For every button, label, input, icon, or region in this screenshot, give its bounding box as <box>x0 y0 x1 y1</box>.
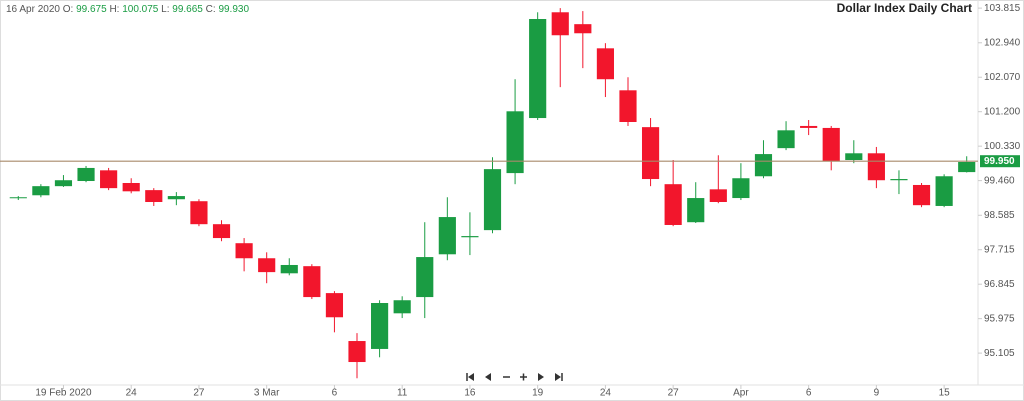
candle-body <box>958 162 976 173</box>
candle-body <box>709 189 727 203</box>
x-tick-label: 3 Mar <box>254 388 280 399</box>
candle-body <box>732 178 750 199</box>
candle-body <box>32 186 50 196</box>
header-label: L: <box>161 4 169 15</box>
y-tick-label: 102.070 <box>984 72 1021 83</box>
x-tick-label: 27 <box>668 388 680 399</box>
y-tick-label: 102.940 <box>984 37 1021 48</box>
y-tick-label: 95.975 <box>984 313 1015 324</box>
header-label: C: <box>206 4 216 15</box>
candle-body <box>167 196 185 200</box>
x-tick-label: 6 <box>806 388 812 399</box>
candle-body <box>935 176 953 206</box>
header-value: 100.075 <box>122 4 159 15</box>
candle-body <box>551 12 569 36</box>
x-tick-label: 24 <box>126 388 138 399</box>
x-tick-label: 9 <box>874 388 880 399</box>
price-tag-label: 99.950 <box>984 156 1015 167</box>
header-value: 99.665 <box>172 4 203 15</box>
y-tick-label: 103.815 <box>984 3 1021 14</box>
candle-body <box>619 90 637 122</box>
header-label: O: <box>63 4 74 15</box>
x-tick-label: 19 Feb 2020 <box>35 388 92 399</box>
candle-body <box>438 217 456 255</box>
candle-body <box>258 258 276 273</box>
nav-forward[interactable] <box>538 373 544 381</box>
y-tick-label: 97.715 <box>984 244 1015 255</box>
candle-body <box>574 24 592 34</box>
header-date: 16 Apr 2020 <box>6 4 60 15</box>
ohlc-header: 16 Apr 2020 O: 99.675 H: 100.075 L: 99.6… <box>6 4 249 15</box>
x-tick-label: 24 <box>600 388 612 399</box>
candle-body <box>77 167 95 182</box>
chart-title: Dollar Index Daily Chart <box>837 1 972 15</box>
candle-body <box>822 127 840 162</box>
candle-body <box>280 264 298 274</box>
candle-body <box>145 190 163 203</box>
y-tick-label: 96.845 <box>984 279 1015 290</box>
y-tick-label: 101.200 <box>984 106 1021 117</box>
candle-body <box>371 303 389 349</box>
header-value: 99.675 <box>76 4 107 15</box>
nav-zoom-in[interactable] <box>520 373 527 381</box>
header-label: H: <box>109 4 119 15</box>
price-tag <box>980 155 1020 168</box>
candle-body <box>506 111 524 174</box>
x-tick-label: 19 <box>532 388 544 399</box>
candle-body <box>641 127 660 180</box>
candle-body <box>754 154 773 177</box>
candle-body <box>416 257 434 298</box>
x-tick-label: 6 <box>332 388 338 399</box>
nav-back[interactable] <box>485 373 491 381</box>
candle-body <box>54 180 73 187</box>
candle-body <box>664 184 682 225</box>
candle-body <box>348 341 366 363</box>
candle-body <box>303 266 321 298</box>
candle-body <box>325 293 344 318</box>
candle-body <box>190 201 208 225</box>
candle-body <box>777 130 795 149</box>
x-tick-label: 16 <box>464 388 476 399</box>
candle-body <box>212 224 231 239</box>
nav-first[interactable] <box>466 373 474 381</box>
y-tick-label: 95.105 <box>984 348 1015 359</box>
candle-body <box>9 197 27 199</box>
candle-body <box>529 19 547 119</box>
x-tick-label: Apr <box>733 388 749 399</box>
header-value: 99.930 <box>218 4 249 15</box>
candle-body <box>483 169 502 231</box>
candle-body <box>596 48 614 80</box>
nav-controls[interactable] <box>466 373 563 381</box>
y-tick-label: 98.585 <box>984 210 1015 221</box>
x-tick-label: 27 <box>193 388 205 399</box>
candle-body <box>687 198 705 223</box>
candle-body <box>100 170 118 189</box>
candle-body <box>845 153 863 161</box>
x-tick-label: 11 <box>397 388 408 399</box>
candle-body <box>912 184 931 206</box>
candle-body <box>461 236 479 238</box>
candle-body <box>890 179 908 181</box>
candle-body <box>800 125 818 128</box>
nav-last[interactable] <box>555 373 563 381</box>
candle-body <box>122 182 140 192</box>
candle-body <box>393 300 411 314</box>
y-tick-label: 99.460 <box>984 175 1015 186</box>
candle-body <box>235 243 253 259</box>
x-tick-label: 15 <box>939 388 951 399</box>
candle-body <box>867 153 885 181</box>
y-tick-label: 100.330 <box>984 141 1021 152</box>
